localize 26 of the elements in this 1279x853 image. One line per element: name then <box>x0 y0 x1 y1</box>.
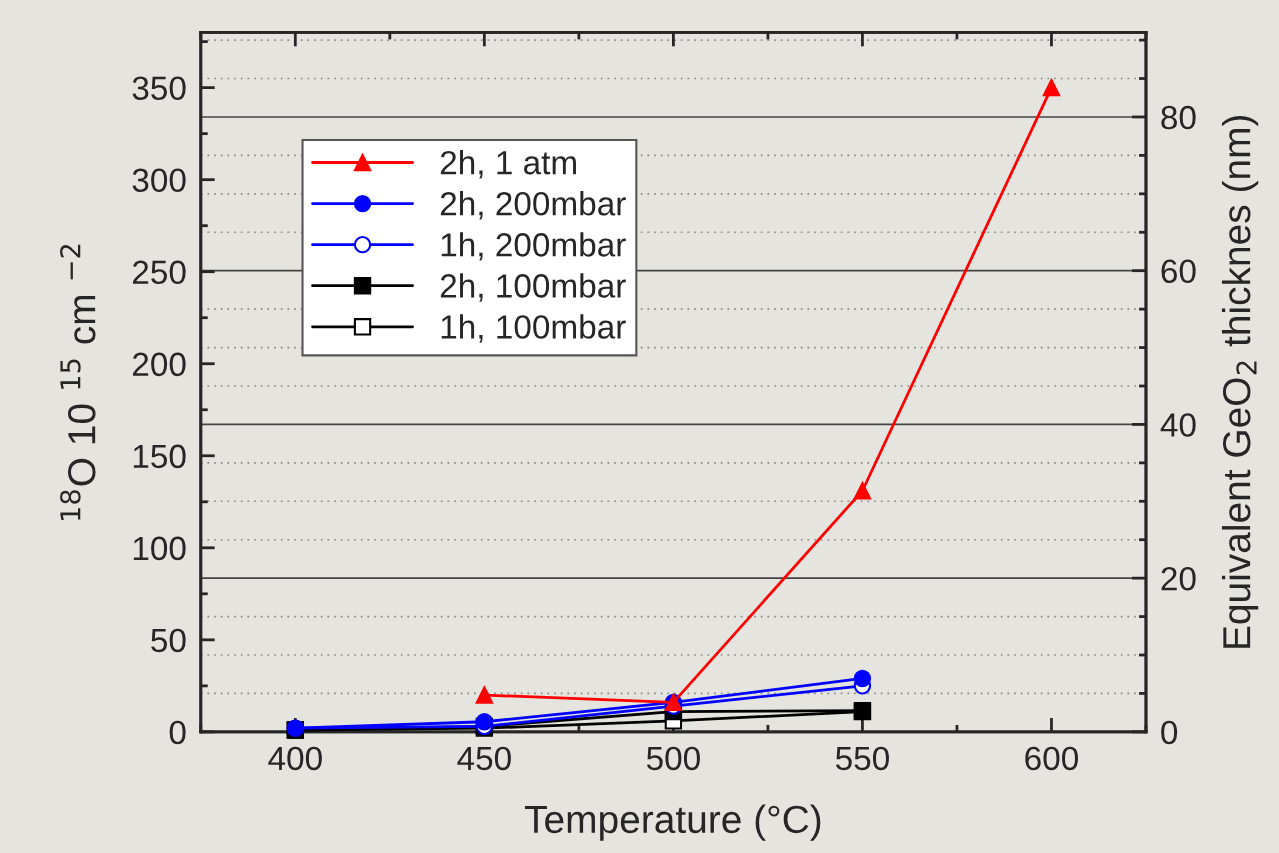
x-tick-label: 550 <box>835 746 889 771</box>
legend-label: 1h, 200mbar <box>441 232 626 261</box>
legend-label: 2h, 200mbar <box>440 191 626 220</box>
y-tick-label: 250 <box>132 260 186 285</box>
y-tick-label: 300 <box>132 168 186 193</box>
y-tick-label: 150 <box>133 444 186 469</box>
x-tick-label: 400 <box>268 746 322 771</box>
x-tick-label: 600 <box>1025 746 1078 771</box>
legend-label: 1h, 100mbar <box>441 314 626 343</box>
y-tick-label: 100 <box>133 536 186 561</box>
y2-tick-label: 80 <box>1161 105 1196 130</box>
y-axis-title: $^{18}$O 10 $^{15}$ cm $^{−2}$ <box>60 244 96 520</box>
y2-axis-title: Equivalent GeO$_{2}$ thicknes (nm) <box>1221 115 1259 648</box>
y2-tick-label: 40 <box>1160 413 1196 437</box>
x-axis-title: Temperature (°C) <box>524 804 821 841</box>
y2-tick-label: 20 <box>1161 566 1196 591</box>
x-tick-label: 450 <box>457 746 511 771</box>
legend-label: 2h, 1 atm <box>440 150 576 179</box>
y2-tick-label: 60 <box>1161 259 1196 284</box>
x-tick-label: 500 <box>646 746 700 771</box>
y-tick-label: 0 <box>169 720 186 745</box>
y2-tick-label: 0 <box>1161 720 1178 745</box>
legend-label: 2h, 100mbar <box>440 273 626 302</box>
y-tick-label: 50 <box>151 628 186 653</box>
y-tick-label: 350 <box>132 76 186 101</box>
y-tick-label: 200 <box>132 352 186 377</box>
